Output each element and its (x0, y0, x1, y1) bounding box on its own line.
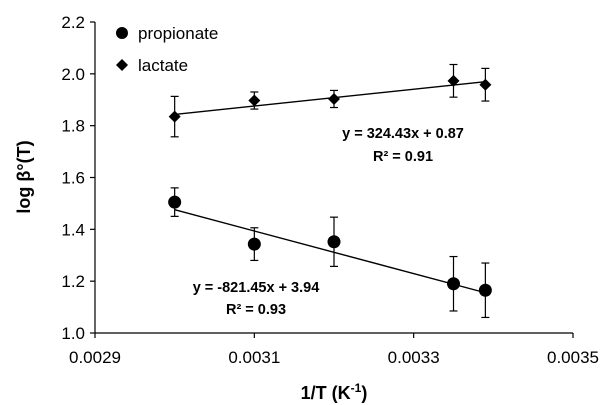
lactate-point (447, 74, 460, 87)
legend-label-lactate: lactate (138, 56, 188, 75)
legend: propionate lactate (116, 24, 218, 75)
x-tick-label: 0.0029 (69, 348, 121, 367)
lactate-point (328, 92, 340, 105)
x-tick-label: 0.0035 (547, 348, 599, 367)
lactate-fit-r2: R² = 0.91 (373, 149, 433, 165)
y-tick-label: 1.2 (61, 272, 85, 291)
x-tick-label: 0.0033 (388, 348, 440, 367)
propionate-fit-r2: R² = 0.93 (226, 302, 286, 318)
legend-label-propionate: propionate (138, 24, 218, 43)
y-tick-label: 1.6 (61, 169, 85, 188)
legend-marker-propionate (116, 27, 128, 39)
propionate-point (247, 237, 261, 251)
lactate-fit-equation: y = 324.43x + 0.87 (342, 126, 464, 142)
lactate-point (248, 94, 261, 107)
propionate-point (447, 277, 460, 291)
fit-lines (174, 80, 486, 294)
propionate-point (327, 235, 341, 249)
data-markers (168, 74, 492, 297)
y-tick-group: 1.0 1.2 1.4 1.6 1.8 2.0 2.2 (61, 13, 95, 343)
lactate-point (479, 78, 492, 91)
y-tick-label: 1.0 (61, 324, 85, 343)
propionate-point (168, 195, 182, 209)
x-axis-title-main: 1/T (K (301, 383, 351, 403)
lactate-point (168, 110, 181, 123)
propionate-fit-equation: y = -821.45x + 3.94 (193, 280, 320, 296)
y-axis-title: log β°(T) (14, 140, 34, 213)
y-tick-label: 1.8 (61, 117, 85, 136)
propionate-point (478, 283, 492, 297)
x-tick-group: 0.0029 0.0031 0.0033 0.0035 (69, 333, 599, 367)
y-tick-label: 2.0 (61, 65, 85, 84)
propionate-fit-line (174, 209, 486, 294)
x-axis-title-end: ) (361, 383, 367, 403)
x-axis-title: 1/T (K-1) (301, 381, 368, 403)
y-tick-label: 1.4 (61, 220, 85, 239)
x-axis-title-sup: -1 (351, 381, 362, 395)
y-tick-label: 2.2 (61, 13, 85, 32)
legend-marker-lactate (116, 59, 128, 71)
x-tick-label: 0.0031 (228, 348, 280, 367)
